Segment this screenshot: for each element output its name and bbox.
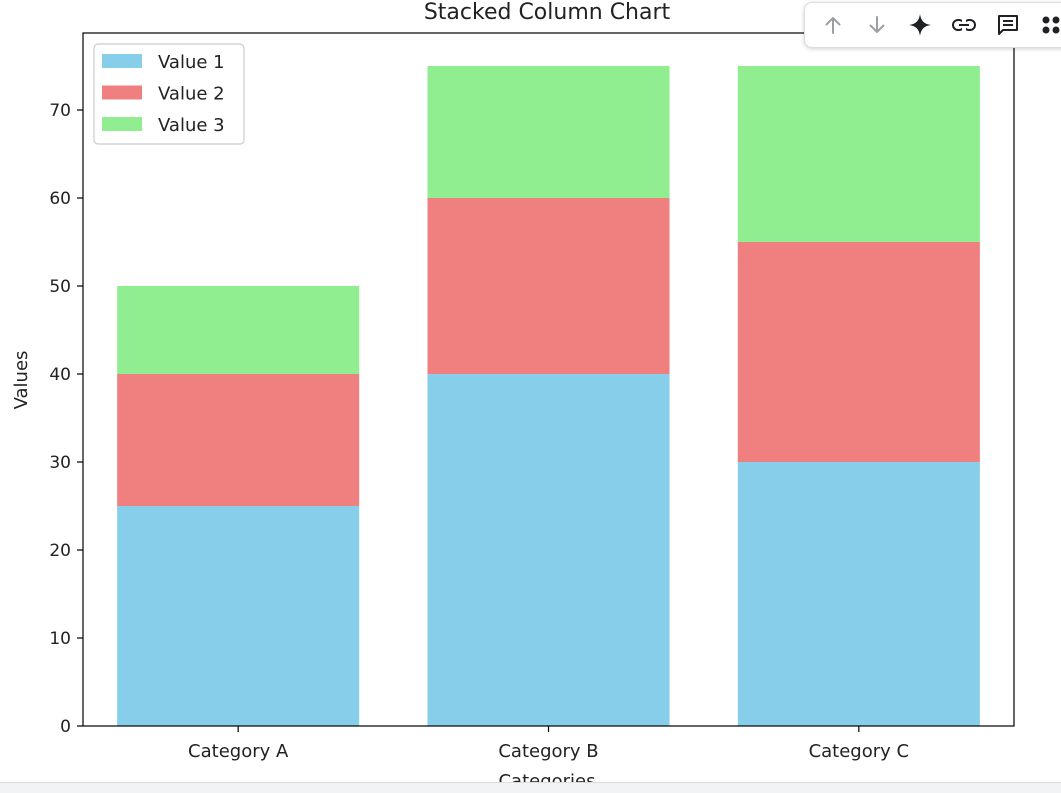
y-tick-label: 20 [49,541,71,561]
link-button[interactable] [942,5,986,45]
bottom-strip [0,782,1061,793]
arrow-up-icon [825,17,841,34]
y-tick-label: 40 [49,365,71,385]
link-icon [951,19,976,31]
comment-icon [997,15,1018,35]
y-tick-label: 30 [49,453,71,473]
y-tick-label: 60 [49,189,71,209]
chart-title: Stacked Column Chart [424,0,671,25]
y-axis: 0 10 20 30 40 50 60 70 [49,101,83,737]
bars-layer [117,66,980,726]
x-axis: Category A Category B Category C [188,726,909,762]
legend-swatch [102,85,142,100]
sparkle-icon [909,14,932,36]
y-tick-label: 70 [49,101,71,121]
more-icon [1042,16,1060,34]
comment-button[interactable] [986,5,1030,45]
bar-1-2 [427,374,670,726]
bar-1-1 [117,506,360,726]
y-axis-label: Values [11,351,32,410]
bar-1-3 [737,462,980,726]
legend-swatch [102,117,142,131]
bar-2-2 [427,198,670,374]
arrow-down-button[interactable] [855,5,899,45]
legend-label: Value 2 [158,84,225,105]
arrow-down-icon [869,16,884,33]
floating-toolbar [804,2,1061,48]
legend-swatch [102,54,142,68]
more-button[interactable] [1029,5,1061,45]
sparkle-button[interactable] [898,5,942,45]
bar-3-1 [117,286,360,374]
y-tick-label: 0 [60,717,71,737]
legend: Value 1 Value 2 Value 3 [93,43,245,145]
x-tick-label: Category B [498,741,598,762]
x-tick-label: Category A [188,741,289,762]
arrow-up-button[interactable] [811,5,855,45]
y-tick-label: 10 [49,629,71,649]
y-tick-label: 50 [49,277,71,297]
bar-2-3 [737,242,980,462]
bar-3-3 [737,66,980,242]
legend-label: Value 3 [158,115,225,136]
bar-2-1 [117,374,360,506]
bar-3-2 [427,66,670,198]
legend-label: Value 1 [158,52,225,73]
x-tick-label: Category C [809,741,910,762]
